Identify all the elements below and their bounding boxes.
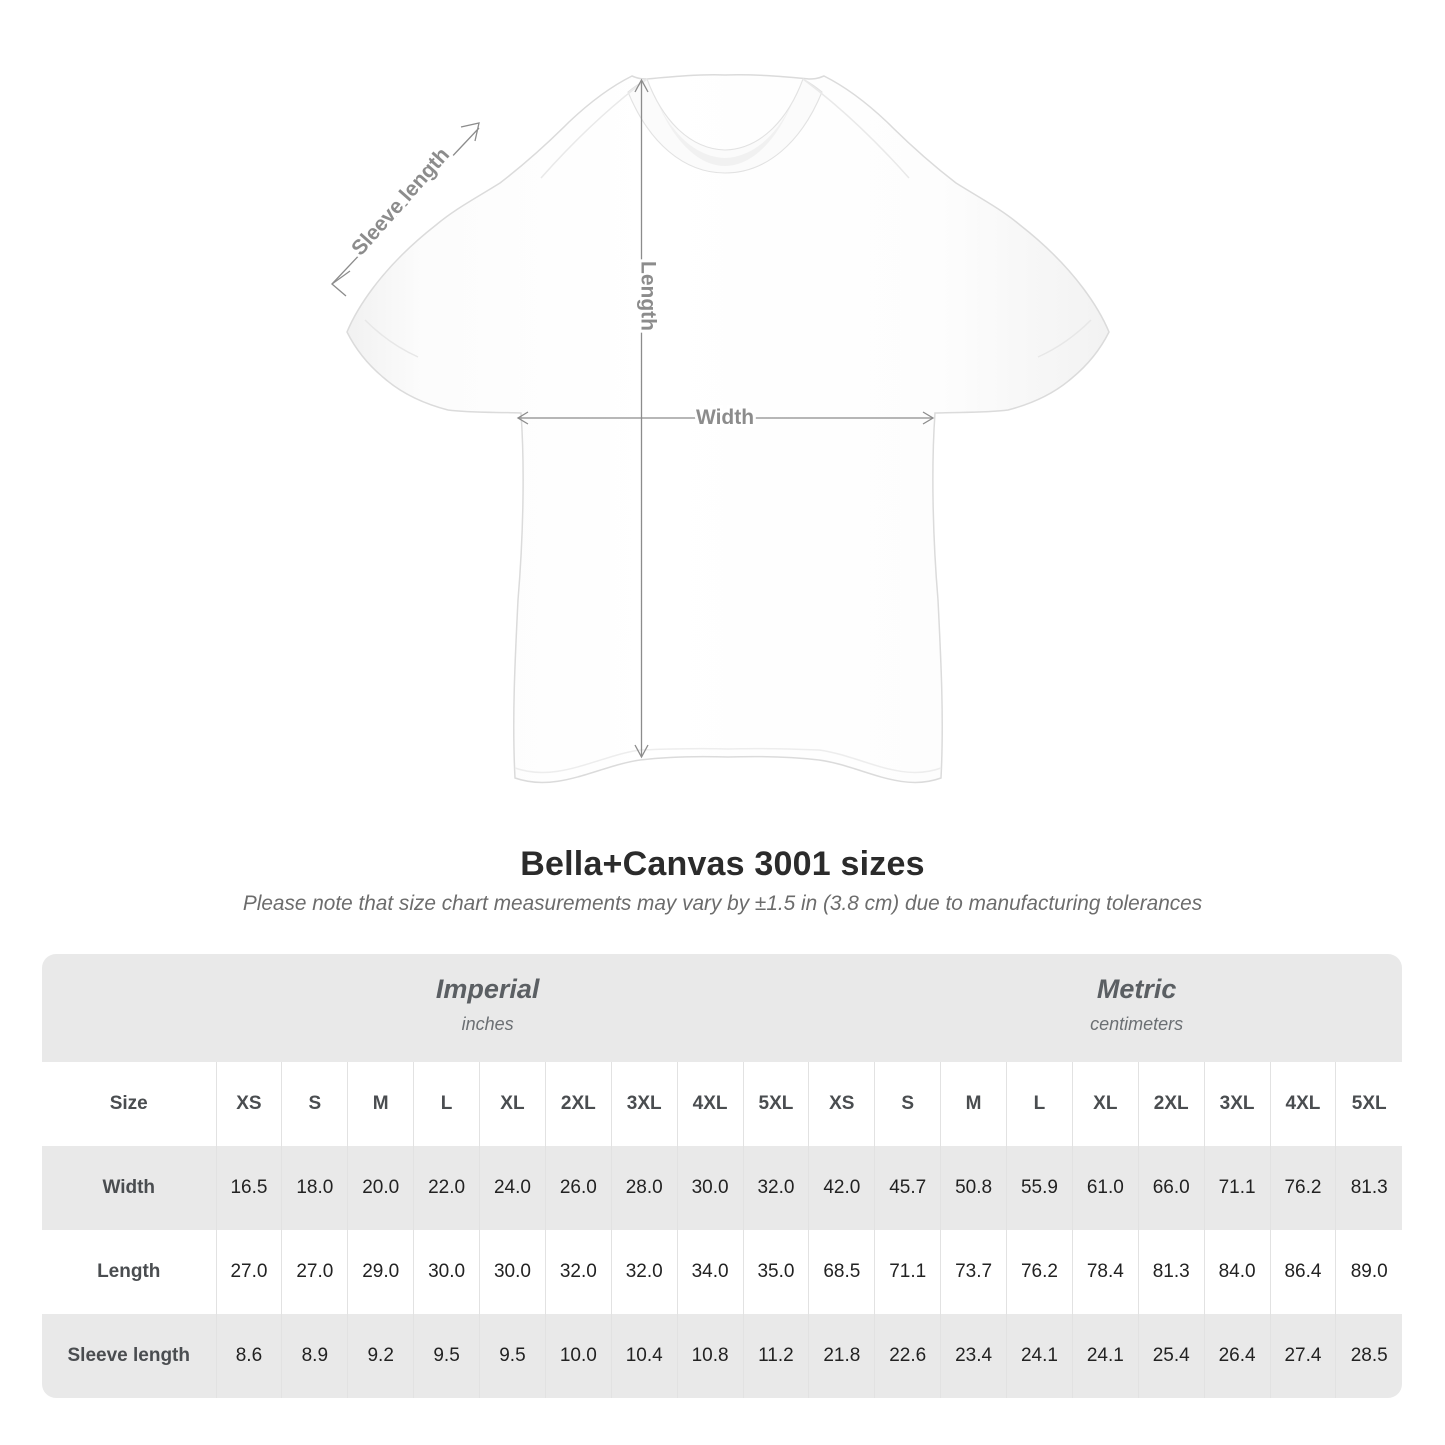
- svg-text:Width: Width: [696, 406, 754, 429]
- svg-text:Length: Length: [637, 261, 660, 331]
